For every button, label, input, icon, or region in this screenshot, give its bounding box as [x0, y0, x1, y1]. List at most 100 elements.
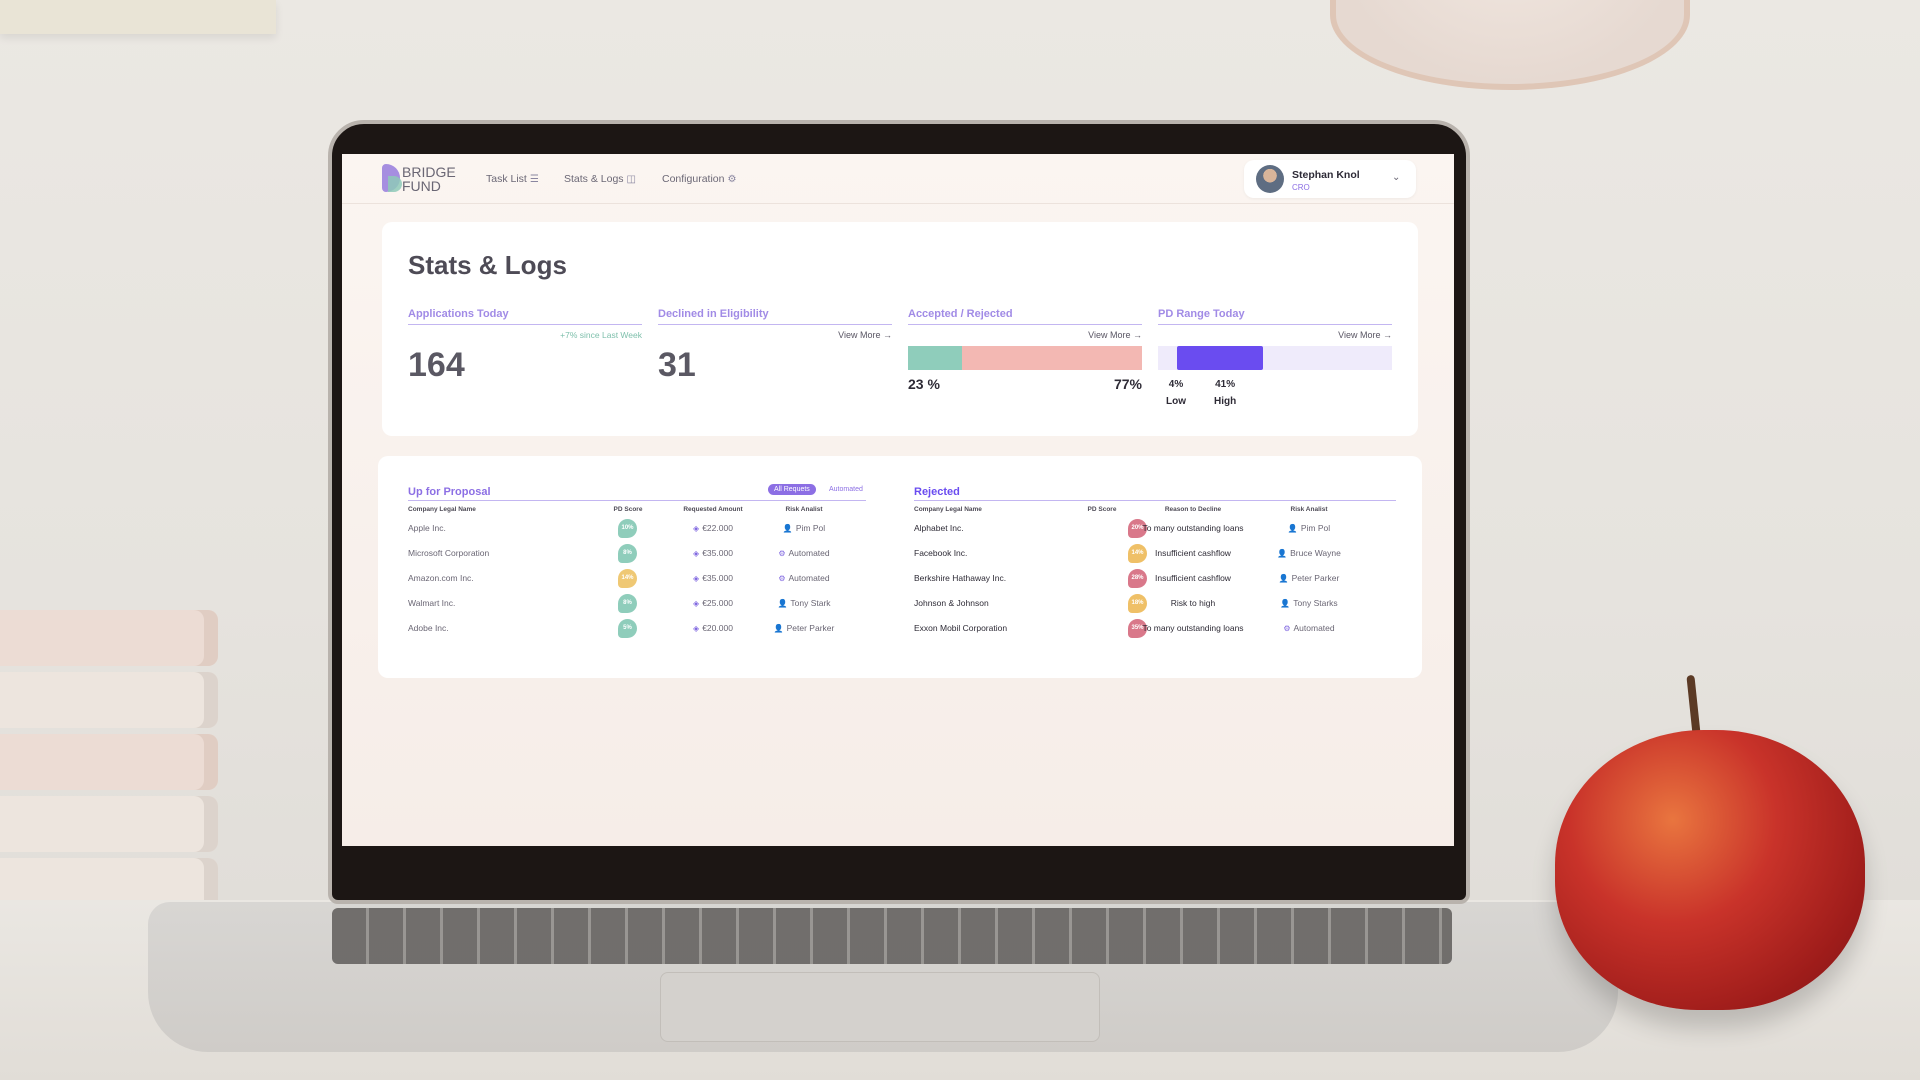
tables-card: Up for Proposal All Requets Automated Co…: [378, 456, 1422, 678]
col-risk-analist: Risk Analist: [785, 506, 823, 513]
apple: [1555, 730, 1865, 1010]
logo-text: BRIDGE FUND: [402, 165, 482, 193]
company-name: Johnson & Johnson: [914, 598, 989, 608]
coins-icon: ◈: [693, 549, 700, 558]
company-name: Exxon Mobil Corporation: [914, 623, 1008, 633]
table-row[interactable]: Berkshire Hathaway Inc. 28% Insufficient c…: [914, 566, 1396, 591]
company-name: Facebook Inc.: [914, 548, 968, 558]
toggle-all-requests[interactable]: All Requets: [768, 484, 816, 495]
stat-accepted-rejected: Accepted / Rejected View More → 23 % 77%: [908, 308, 1142, 408]
user-icon: 👤: [1287, 524, 1298, 533]
stat-declined: Declined in Eligibility View More → 31: [658, 308, 892, 408]
nav-configuration-label: Configuration: [662, 173, 725, 185]
nav-task-list[interactable]: Task List ☰: [486, 173, 539, 185]
accepted-bar-fill: [908, 346, 962, 370]
pd-low-value: 4%: [1168, 379, 1184, 390]
list-icon: ☰: [529, 174, 539, 185]
table-row[interactable]: Adobe Inc. 5% ◈ €20.000 👤 Peter Parker: [408, 616, 866, 641]
coins-icon: ◈: [693, 574, 700, 583]
pd-high-caption: High: [1214, 396, 1237, 407]
stat-applications-title: Applications Today: [408, 308, 509, 320]
proposal-title: Up for Proposal: [408, 486, 491, 498]
coins-icon: ◈: [693, 624, 700, 633]
accepted-view-more-label: View More: [1088, 330, 1131, 340]
risk-analist: ⚙ Automated: [764, 573, 844, 583]
accepted-view-more-link[interactable]: View More →: [1088, 330, 1142, 340]
risk-analist-name: Pim Pol: [795, 523, 826, 533]
declined-view-more-link[interactable]: View More →: [838, 330, 892, 340]
table-row[interactable]: Exxon Mobil Corporation 35% To many outsta…: [914, 616, 1396, 641]
user-menu[interactable]: Stephan Knol CRO ⌄: [1244, 160, 1416, 198]
col-rej-reason: Reason to Decline: [1164, 506, 1222, 513]
rejected-pct-label: 77%: [1113, 376, 1142, 392]
table-row[interactable]: Johnson & Johnson 18% Risk to high 👤 Tony St…: [914, 591, 1396, 616]
company-name: Apple Inc.: [408, 523, 446, 533]
stat-applications: Applications Today +7% since Last Week 1…: [408, 308, 642, 408]
pd-range-fill: [1176, 346, 1264, 370]
pd-score-badge: 35%: [1128, 619, 1147, 638]
risk-analist-name: Pim Pol: [1300, 523, 1331, 533]
col-requested-amount: Requested Amount: [683, 506, 743, 513]
user-name: Stephan Knol: [1292, 169, 1360, 181]
logo-line-1: BRIDGE: [402, 164, 456, 180]
table-row[interactable]: Apple Inc. 10% ◈ €22.000 👤 Pim Pol: [408, 516, 866, 541]
decline-reason: To many outstanding loans: [1142, 623, 1244, 633]
requested-amount: ◈ €35.000: [668, 548, 758, 558]
col-pd-score: PD Score: [613, 506, 643, 513]
gear-icon: ⚙: [778, 549, 786, 558]
nav-task-list-label: Task List: [486, 173, 527, 185]
user-icon: 👤: [773, 624, 784, 633]
decline-reason: Risk to high: [1170, 598, 1216, 608]
nav-configuration[interactable]: Configuration ⚙: [662, 173, 736, 185]
company-name: Walmart Inc.: [408, 598, 456, 608]
avatar: [1256, 165, 1284, 193]
stat-declined-value: 31: [658, 346, 696, 384]
risk-analist: ⚙ Automated: [764, 548, 844, 558]
bridgefund-logo-icon[interactable]: [382, 164, 418, 194]
user-icon: 👤: [782, 524, 793, 533]
table-row[interactable]: Amazon.com Inc. 14% ◈ €35.000 ⚙ Automated: [408, 566, 866, 591]
pd-range-view-more-label: View More: [1338, 330, 1381, 340]
col-rej-pd-score: PD Score: [1087, 506, 1117, 513]
risk-analist-name: Peter Parker: [786, 623, 835, 633]
risk-analist: 👤 Pim Pol: [764, 523, 844, 533]
risk-analist: 👤 Peter Parker: [1264, 573, 1354, 583]
stats-card: Stats & Logs Applications Today +7% sinc…: [382, 222, 1418, 436]
decline-reason: Insufficient cashflow: [1155, 548, 1231, 558]
pd-score-badge: 8%: [618, 594, 637, 613]
table-row[interactable]: Microsoft Corporation 8% ◈ €35.000 ⚙ Automate…: [408, 541, 866, 566]
risk-analist: 👤 Tony Starks: [1264, 598, 1354, 608]
table-row[interactable]: Walmart Inc. 8% ◈ €25.000 👤 Tony Stark: [408, 591, 866, 616]
requested-amount: ◈ €25.000: [668, 598, 758, 608]
user-role: CRO: [1292, 183, 1310, 192]
risk-analist-name: Tony Stark: [790, 598, 831, 608]
gear-icon: ⚙: [1283, 624, 1291, 633]
keyboard: [332, 908, 1452, 964]
chevron-down-icon[interactable]: ⌄: [1392, 172, 1401, 183]
arrow-right-icon: →: [883, 330, 892, 340]
toggle-automated[interactable]: Automated: [829, 486, 863, 493]
stat-pd-range: PD Range Today View More → 4% Low 41% Hi…: [1158, 308, 1392, 408]
col-rej-risk-analist: Risk Analist: [1290, 506, 1328, 513]
accepted-pct-label: 23 %: [908, 376, 940, 392]
coins-icon: ◈: [693, 524, 700, 533]
requested-amount-value: €20.000: [702, 623, 733, 633]
table-row[interactable]: Alphabet Inc. 20% To many outstanding loan…: [914, 516, 1396, 541]
company-name: Alphabet Inc.: [914, 523, 964, 533]
user-icon: 👤: [1278, 574, 1289, 583]
risk-analist: 👤 Pim Pol: [1264, 523, 1354, 533]
coins-icon: ◈: [693, 599, 700, 608]
gear-icon: ⚙: [778, 574, 786, 583]
sticky-note: [0, 0, 276, 34]
table-row[interactable]: Facebook Inc. 14% Insufficient cashflow 👤 Br…: [914, 541, 1396, 566]
pd-score-badge: 14%: [1128, 544, 1147, 563]
accepted-rejected-bar: [908, 346, 1142, 370]
requested-amount-value: €22.000: [702, 523, 733, 533]
requested-amount-value: €35.000: [702, 573, 733, 583]
requested-amount-value: €35.000: [702, 548, 733, 558]
nav-stats-logs[interactable]: Stats & Logs ◫: [564, 173, 636, 185]
pd-range-low: 4% Low: [1166, 376, 1186, 410]
pd-score-badge: 14%: [618, 569, 637, 588]
pd-score-badge: 28%: [1128, 569, 1147, 588]
pd-range-view-more-link[interactable]: View More →: [1338, 330, 1392, 340]
